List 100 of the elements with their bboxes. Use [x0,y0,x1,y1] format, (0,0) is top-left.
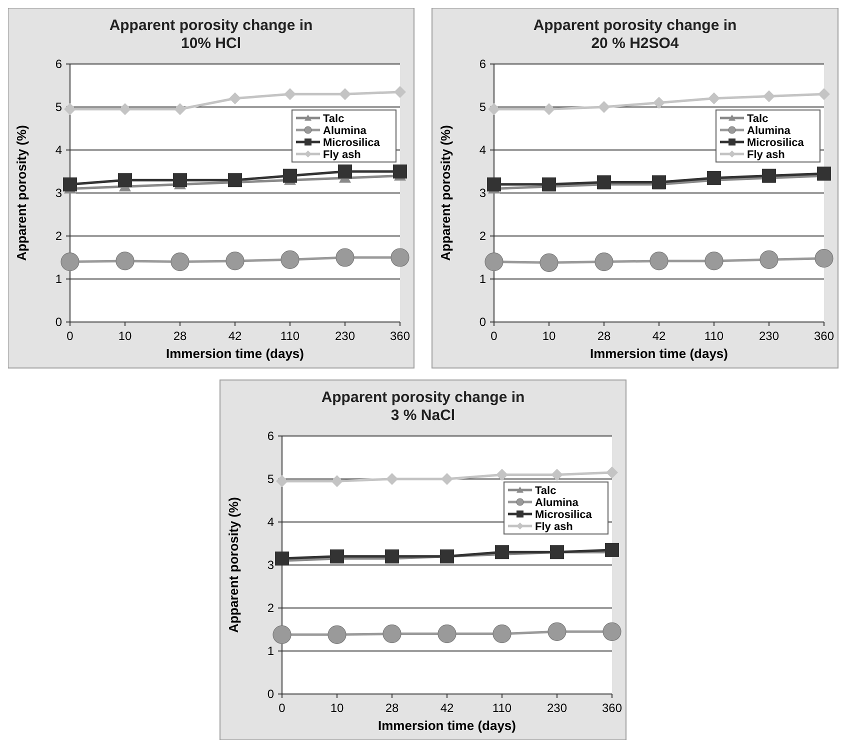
x-tick-label: 230 [758,329,780,343]
y-tick-label: 4 [479,143,486,158]
legend-label: Talc [747,112,768,125]
point [64,103,76,116]
point [488,103,500,116]
point [441,473,453,485]
y-tick-label: 3 [479,186,486,200]
point [550,545,564,560]
x-tick-label: 28 [385,701,399,715]
y-tick-label: 6 [479,57,486,72]
legend-label: Microsilica [747,136,805,149]
point [551,468,563,481]
point [229,92,241,104]
legend-label: Alumina [747,124,792,137]
point [283,168,297,183]
point [496,468,508,481]
x-tick-label: 110 [280,329,300,343]
point [543,103,555,116]
point [330,549,344,564]
chart-title: Apparent porosity change in 20 % H2SO4 [533,17,737,52]
legend-label: Fly ash [323,148,362,161]
y-tick-label: 2 [479,229,486,244]
legend-label: Talc [323,112,344,125]
point [118,173,132,188]
x-tick-label: 360 [814,329,834,343]
point [818,88,830,100]
y-axis-title: Apparent porosity (%) [14,125,29,261]
point [484,252,504,272]
legend-label: Microsilica [323,136,381,149]
point [328,625,346,644]
point [393,164,407,178]
point [276,475,288,488]
point [331,475,343,488]
point [438,624,456,644]
x-tick-label: 230 [546,701,568,715]
point [487,177,501,192]
point [170,252,190,272]
point [602,622,622,641]
x-tick-label: 0 [490,329,498,343]
point [284,88,296,100]
legend-label: Fly ash [535,520,574,533]
y-tick-label: 1 [55,272,62,286]
point [542,177,556,192]
y-tick-label: 2 [55,229,62,244]
point [60,252,80,272]
point [339,88,351,100]
y-tick-label: 5 [55,100,62,114]
x-tick-label: 10 [542,329,556,343]
point [605,542,619,557]
y-tick-label: 3 [267,558,274,572]
point [336,248,354,267]
x-tick-label: 110 [704,329,724,343]
x-tick-label: 0 [278,701,286,715]
x-tick-label: 28 [597,329,611,343]
point [385,549,399,564]
y-tick-label: 0 [267,687,274,702]
y-tick-label: 0 [479,315,486,330]
y-axis-title: Apparent porosity (%) [226,497,241,633]
point [280,250,300,269]
y-tick-label: 6 [267,429,274,444]
y-tick-label: 3 [55,186,62,200]
chart-title: Apparent porosity change in 3 % NaCl [321,389,525,424]
x-tick-label: 10 [118,329,132,343]
point [760,250,778,269]
legend-label: Talc [535,484,556,497]
point [119,103,131,116]
point [708,92,720,104]
x-tick-label: 360 [390,329,410,343]
y-tick-label: 1 [479,272,486,286]
legend-label: Alumina [323,124,368,137]
point [116,252,134,270]
point [594,252,614,272]
x-tick-label: 42 [440,701,454,715]
point [275,552,289,566]
point [814,249,834,268]
y-tick-label: 1 [267,644,274,658]
x-tick-label: 0 [66,329,74,343]
point [652,175,666,190]
point [386,473,398,485]
point [394,86,406,98]
point [390,248,410,267]
point [174,103,186,116]
point [598,101,610,113]
y-tick-label: 4 [55,143,62,158]
point [817,166,831,181]
y-tick-label: 5 [267,472,274,486]
point [653,96,665,109]
y-tick-label: 4 [267,515,274,530]
point [173,173,187,188]
point [226,252,244,270]
point [382,624,402,644]
legend-label: Fly ash [747,148,786,161]
legend-label: Alumina [535,496,580,509]
point [763,90,775,102]
x-tick-label: 10 [330,701,344,715]
x-tick-label: 42 [228,329,242,343]
legend-label: Microsilica [535,508,593,521]
x-tick-label: 360 [602,701,622,715]
point [540,253,558,272]
y-tick-label: 6 [55,57,62,72]
